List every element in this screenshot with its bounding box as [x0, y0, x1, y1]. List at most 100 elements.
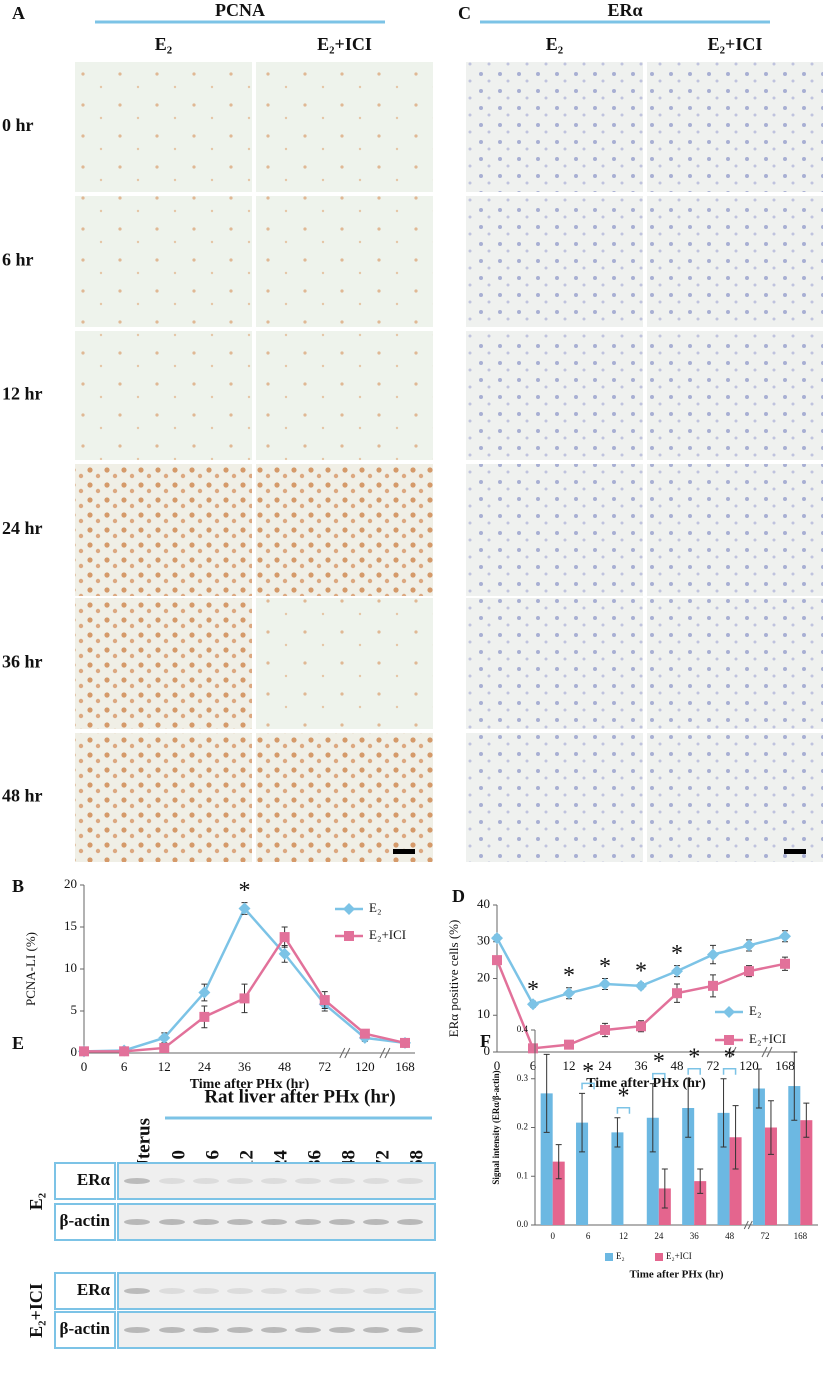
micrograph — [75, 598, 252, 729]
significance-mark: * — [527, 977, 539, 1003]
micrograph — [466, 196, 643, 327]
significance-mark: * — [563, 963, 575, 989]
micrograph — [256, 733, 433, 862]
marker — [359, 1028, 370, 1039]
blot-band — [227, 1288, 253, 1294]
micrograph — [256, 464, 433, 596]
marker — [564, 1039, 574, 1050]
blot-band — [227, 1327, 253, 1333]
micrograph — [466, 331, 643, 460]
marker — [599, 978, 611, 991]
y-axis-label: PCNA-LI (%) — [23, 932, 38, 1006]
row-label: 36 hr — [2, 652, 43, 672]
x-tick-label: 36 — [690, 1231, 700, 1241]
marker — [563, 987, 575, 1000]
y-tick-label: 15 — [64, 918, 77, 933]
row-label: 24 hr — [2, 518, 43, 538]
band-label: β-actin — [59, 1211, 110, 1230]
marker — [279, 932, 290, 943]
micrograph — [256, 62, 433, 192]
bar — [646, 1117, 659, 1225]
micrograph — [75, 464, 252, 596]
significance-mark: * — [239, 878, 251, 904]
x-tick-label: 12 — [158, 1059, 171, 1074]
micrograph — [75, 331, 252, 460]
micrograph — [75, 196, 252, 327]
marker — [527, 998, 539, 1011]
y-tick-label: 0 — [484, 1043, 491, 1058]
marker — [79, 1046, 89, 1057]
marker — [344, 931, 354, 941]
x-tick-label: 12 — [619, 1231, 628, 1241]
legend-label: E₂ — [749, 1003, 761, 1018]
significance-mark: * — [599, 954, 611, 980]
y-tick-label: 0 — [71, 1044, 78, 1059]
blot-band — [329, 1219, 355, 1225]
error-bar — [803, 1102, 810, 1138]
bar — [752, 1088, 765, 1225]
marker — [198, 986, 211, 999]
significance-mark: * — [635, 958, 647, 984]
bar — [729, 1137, 742, 1225]
error-bar — [732, 1105, 739, 1170]
bracket — [616, 1107, 631, 1114]
micrograph — [466, 464, 643, 596]
x-tick-label: 72 — [760, 1231, 769, 1241]
marker — [672, 988, 682, 999]
error-bar — [720, 1078, 727, 1148]
blot-band — [363, 1288, 389, 1294]
micrograph — [647, 598, 823, 729]
row-label: 48 hr — [2, 786, 43, 806]
blot-title: Rat liver after PHx (hr) — [204, 1086, 395, 1107]
blot-band — [124, 1327, 150, 1333]
micrograph — [647, 733, 823, 862]
blot-band — [124, 1288, 150, 1294]
error-bar — [661, 1168, 668, 1209]
axis-break — [379, 1047, 391, 1059]
row-label: 0 hr — [2, 115, 34, 135]
micrograph — [647, 196, 823, 327]
blot-band — [397, 1327, 423, 1333]
x-tick-label: 36 — [635, 1058, 649, 1073]
panel-label: B — [12, 876, 24, 896]
band-label-box — [54, 1311, 116, 1349]
blot-band — [397, 1219, 423, 1225]
y-tick-label: 0.0 — [517, 1219, 529, 1229]
y-tick-label: 20 — [64, 876, 77, 891]
bar — [764, 1127, 777, 1225]
x-tick-label: 168 — [775, 1058, 795, 1073]
row-label: 12 hr — [2, 384, 43, 404]
error-bar — [791, 1051, 798, 1121]
legend-label: E₂+ICI — [369, 927, 406, 942]
error-bar — [767, 1100, 774, 1155]
marker — [707, 948, 719, 961]
error-bar — [697, 1168, 704, 1194]
panel-label: E — [12, 1033, 24, 1053]
y-tick-label: 5 — [71, 1002, 78, 1017]
x-tick-label: 6 — [121, 1059, 128, 1074]
column-header: E₂+ICI — [317, 34, 372, 54]
marker — [238, 902, 251, 915]
blot-band — [295, 1219, 321, 1225]
significance-mark: * — [653, 1049, 665, 1075]
marker — [528, 1043, 538, 1054]
band-label: ERα — [77, 1170, 111, 1189]
legend-label: E₂ — [616, 1251, 625, 1261]
x-tick-label: 0 — [81, 1059, 88, 1074]
micrograph — [466, 733, 643, 862]
significance-mark: * — [671, 941, 683, 967]
marker — [159, 1042, 170, 1053]
y-axis-label: ERα positive cells (%) — [446, 920, 461, 1038]
y-tick-label: 20 — [477, 969, 490, 984]
micrograph — [647, 62, 823, 192]
panel-label: A — [12, 3, 25, 23]
micrograph — [256, 598, 433, 729]
band-label: β-actin — [59, 1319, 110, 1338]
legend-label: E₂+ICI — [666, 1251, 692, 1261]
column-header: E₂ — [546, 34, 563, 54]
significance-mark: * — [688, 1044, 700, 1070]
x-axis-label: Time after PHx (hr) — [586, 1076, 706, 1091]
micrograph — [75, 62, 252, 192]
bracket — [581, 1082, 595, 1090]
